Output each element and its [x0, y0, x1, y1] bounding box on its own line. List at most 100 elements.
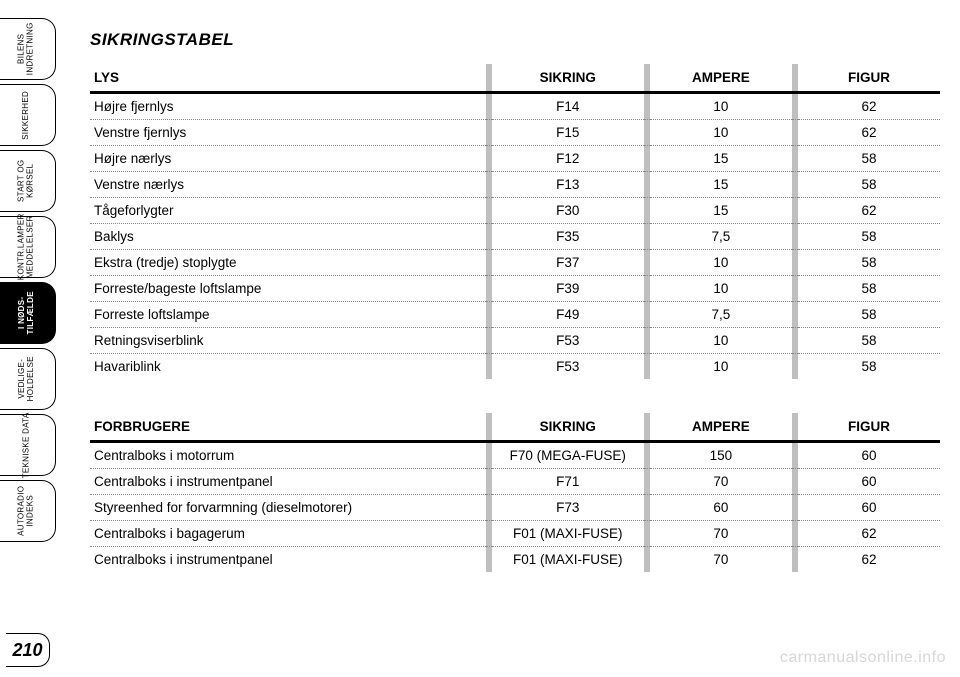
- fuse-table-lights: LYS SIKRING AMPERE FIGUR Højre fjernlysF…: [90, 64, 940, 379]
- cell-sikring: F15: [492, 120, 644, 146]
- cell-sikring: F30: [492, 198, 644, 224]
- cell-ampere: 15: [650, 198, 792, 224]
- cell-label: Centralboks i instrumentpanel: [90, 547, 486, 573]
- table-row: Venstre fjernlysF151062: [90, 120, 940, 146]
- cell-sikring: F53: [492, 354, 644, 380]
- section-tab[interactable]: SIKKERHED: [0, 84, 56, 146]
- cell-sikring: F53: [492, 328, 644, 354]
- watermark: carmanualsonline.info: [780, 649, 946, 667]
- section-tab-label: I NØDS- TILFÆLDE: [18, 291, 36, 334]
- cell-ampere: 10: [650, 276, 792, 302]
- cell-label: Baklys: [90, 224, 486, 250]
- cell-ampere: 15: [650, 146, 792, 172]
- table-row: Ekstra (tredje) stoplygteF371058: [90, 250, 940, 276]
- page-number: 210: [6, 633, 50, 667]
- cell-ampere: 70: [650, 547, 792, 573]
- cell-ampere: 70: [650, 469, 792, 495]
- cell-figur: 60: [798, 469, 940, 495]
- section-tab[interactable]: START OG KØRSEL: [0, 150, 56, 212]
- cell-ampere: 15: [650, 172, 792, 198]
- section-tab-label: VEDLIGE- HOLDELSE: [18, 356, 36, 401]
- cell-sikring: F70 (MEGA-FUSE): [492, 442, 644, 469]
- cell-figur: 60: [798, 495, 940, 521]
- cell-label: Ekstra (tredje) stoplygte: [90, 250, 486, 276]
- cell-figur: 58: [798, 302, 940, 328]
- cell-label: Højre nærlys: [90, 146, 486, 172]
- cell-label: Styreenhed for forvarmning (dieselmotore…: [90, 495, 486, 521]
- table-row: Centralboks i motorrumF70 (MEGA-FUSE)150…: [90, 442, 940, 469]
- table-row: Venstre nærlysF131558: [90, 172, 940, 198]
- cell-ampere: 7,5: [650, 302, 792, 328]
- th-forbrugere: FORBRUGERE: [90, 413, 486, 442]
- cell-sikring: F01 (MAXI-FUSE): [492, 521, 644, 547]
- table-row: Centralboks i bagagerumF01 (MAXI-FUSE)70…: [90, 521, 940, 547]
- cell-ampere: 10: [650, 250, 792, 276]
- section-tab[interactable]: VEDLIGE- HOLDELSE: [0, 348, 56, 410]
- fuse-table-consumers: FORBRUGERE SIKRING AMPERE FIGUR Centralb…: [90, 413, 940, 572]
- cell-label: Venstre nærlys: [90, 172, 486, 198]
- cell-label: Havariblink: [90, 354, 486, 380]
- cell-ampere: 60: [650, 495, 792, 521]
- section-tab[interactable]: AUTORADIO INDEKS: [0, 480, 56, 542]
- section-tab[interactable]: KONTR.LAMPER MEDDELELSER: [0, 216, 56, 278]
- cell-sikring: F13: [492, 172, 644, 198]
- cell-figur: 58: [798, 328, 940, 354]
- cell-sikring: F35: [492, 224, 644, 250]
- th-sikring: SIKRING: [492, 64, 644, 93]
- page-title: SIKRINGSTABEL: [90, 30, 940, 50]
- table-row: Centralboks i instrumentpanelF717060: [90, 469, 940, 495]
- cell-label: Højre fjernlys: [90, 93, 486, 120]
- cell-label: Centralboks i instrumentpanel: [90, 469, 486, 495]
- cell-ampere: 10: [650, 93, 792, 120]
- table-row: Centralboks i instrumentpanelF01 (MAXI-F…: [90, 547, 940, 573]
- table-row: Forreste/bageste loftslampeF391058: [90, 276, 940, 302]
- cell-figur: 58: [798, 250, 940, 276]
- section-tab-label: START OG KØRSEL: [18, 160, 36, 202]
- cell-figur: 58: [798, 354, 940, 380]
- manual-page: BILENS INDRETNING SIKKERHED START OG KØRSE…: [0, 0, 960, 677]
- th-ampere: AMPERE: [650, 413, 792, 442]
- table-row: BaklysF357,558: [90, 224, 940, 250]
- table-row: RetningsviserblinkF531058: [90, 328, 940, 354]
- cell-ampere: 7,5: [650, 224, 792, 250]
- cell-figur: 62: [798, 521, 940, 547]
- cell-figur: 62: [798, 120, 940, 146]
- section-tab[interactable]: TEKNISKE DATA: [0, 414, 56, 476]
- cell-figur: 58: [798, 146, 940, 172]
- cell-sikring: F14: [492, 93, 644, 120]
- cell-label: Forreste/bageste loftslampe: [90, 276, 486, 302]
- table-row: TågeforlygterF301562: [90, 198, 940, 224]
- cell-figur: 60: [798, 442, 940, 469]
- cell-ampere: 150: [650, 442, 792, 469]
- cell-label: Retningsviserblink: [90, 328, 486, 354]
- section-tab-label: TEKNISKE DATA: [22, 412, 31, 478]
- cell-ampere: 10: [650, 328, 792, 354]
- table-row: Højre fjernlysF141062: [90, 93, 940, 120]
- cell-sikring: F49: [492, 302, 644, 328]
- th-figur: FIGUR: [798, 64, 940, 93]
- cell-ampere: 10: [650, 354, 792, 380]
- cell-sikring: F01 (MAXI-FUSE): [492, 547, 644, 573]
- cell-ampere: 70: [650, 521, 792, 547]
- table-row: Styreenhed for forvarmning (dieselmotore…: [90, 495, 940, 521]
- th-lys: LYS: [90, 64, 486, 93]
- cell-label: Centralboks i motorrum: [90, 442, 486, 469]
- cell-label: Centralboks i bagagerum: [90, 521, 486, 547]
- section-tab[interactable]: BILENS INDRETNING: [0, 18, 56, 80]
- section-tabs: BILENS INDRETNING SIKKERHED START OG KØRSE…: [0, 18, 56, 542]
- cell-ampere: 10: [650, 120, 792, 146]
- section-tab-label: BILENS INDRETNING: [18, 23, 36, 76]
- section-tab-label: KONTR.LAMPER MEDDELELSER: [18, 214, 36, 281]
- cell-sikring: F71: [492, 469, 644, 495]
- page-content: SIKRINGSTABEL LYS SIKRING AMPERE FIGUR H…: [90, 30, 940, 572]
- table-row: Højre nærlysF121558: [90, 146, 940, 172]
- cell-sikring: F37: [492, 250, 644, 276]
- cell-figur: 62: [798, 547, 940, 573]
- cell-label: Forreste loftslampe: [90, 302, 486, 328]
- section-tab[interactable]: I NØDS- TILFÆLDE: [0, 282, 56, 344]
- table-row: HavariblinkF531058: [90, 354, 940, 380]
- th-ampere: AMPERE: [650, 64, 792, 93]
- section-tab-label: AUTORADIO INDEKS: [18, 486, 36, 536]
- cell-figur: 58: [798, 224, 940, 250]
- table-row: Forreste loftslampeF497,558: [90, 302, 940, 328]
